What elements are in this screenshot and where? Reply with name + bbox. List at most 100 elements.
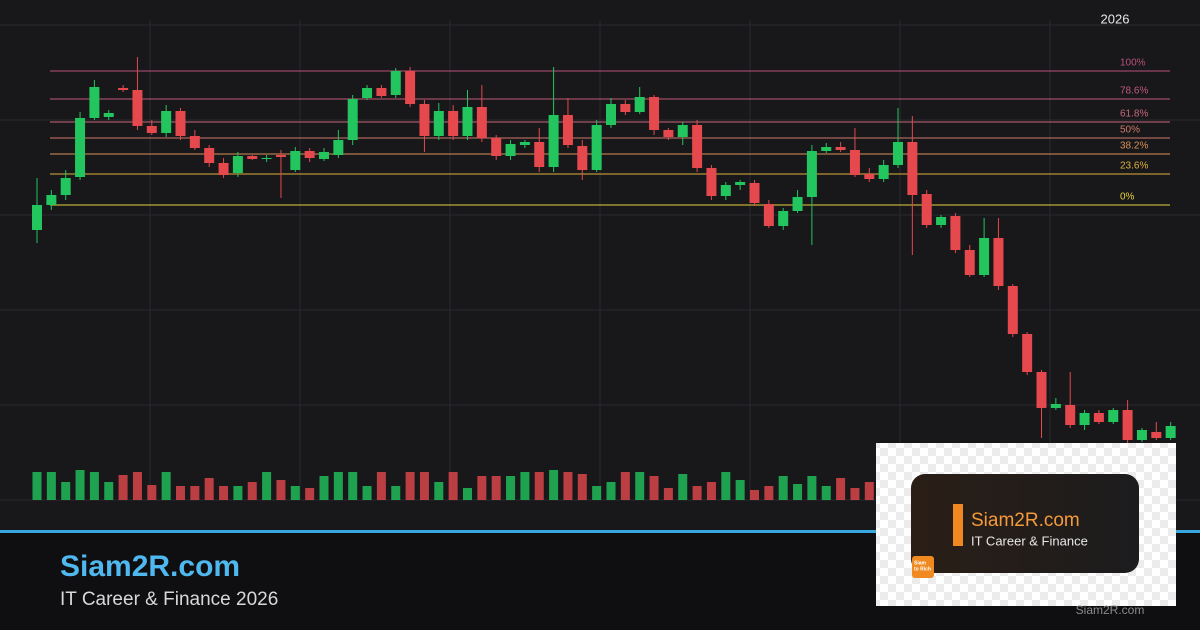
candle-body	[964, 250, 975, 275]
candle-body	[1108, 410, 1119, 422]
brand-site: Siam2R.com	[60, 550, 240, 583]
volume-bar	[32, 472, 42, 500]
candle-body	[1007, 286, 1018, 334]
candle-body	[778, 211, 789, 226]
volume-bar	[290, 486, 300, 500]
volume-bar	[721, 472, 731, 500]
volume-bar	[319, 476, 329, 500]
card-site: Siam2R.com	[971, 510, 1080, 531]
candle-body	[878, 165, 889, 179]
volume-bar	[706, 482, 716, 500]
fib-label: 38.2%	[1120, 141, 1148, 152]
candle-body	[706, 168, 717, 196]
candle-body	[304, 151, 315, 158]
volume-bar	[807, 476, 817, 500]
candle-body	[907, 142, 918, 195]
candle-body	[1065, 405, 1076, 425]
candle-body	[1036, 372, 1047, 408]
candle-body	[519, 142, 530, 145]
volume-bar	[204, 478, 214, 500]
brand-card: Siam2R.com IT Career & Finance Siam to R…	[876, 443, 1176, 606]
volume-bar	[262, 472, 272, 500]
volume-bar	[276, 480, 286, 500]
candle-body	[75, 118, 86, 177]
volume-bar	[405, 472, 415, 500]
card-logo	[912, 556, 934, 578]
fib-label: 50%	[1120, 125, 1140, 136]
candle-body	[620, 104, 631, 112]
candle-body	[1165, 426, 1176, 438]
candle-body	[835, 147, 846, 150]
volume-bar	[778, 476, 788, 500]
card-logo-text: Siam	[914, 560, 927, 566]
candle-body	[849, 150, 860, 175]
candle-body	[1022, 334, 1033, 372]
candle-body	[261, 158, 272, 159]
volume-bar	[735, 480, 745, 500]
candle-body	[333, 140, 344, 155]
candle-body	[89, 87, 100, 118]
candle-body	[204, 148, 215, 163]
candle-body	[376, 88, 387, 96]
candle-body	[491, 138, 502, 156]
volume-bar	[75, 470, 85, 500]
volume-bar	[635, 472, 645, 500]
candle-body	[476, 107, 487, 138]
volume-bar	[606, 482, 616, 500]
volume-bar	[132, 472, 142, 500]
fib-label: 100%	[1120, 58, 1146, 69]
candle-body	[218, 163, 229, 175]
volume-bar	[750, 490, 759, 500]
volume-bar	[520, 472, 530, 500]
candle-body	[763, 204, 774, 226]
volume-bar	[491, 476, 501, 500]
volume-bar	[620, 472, 630, 500]
candle-body	[864, 174, 875, 179]
candle-body	[534, 142, 545, 167]
candle-body	[60, 178, 71, 195]
candle-body	[893, 142, 903, 165]
candle-body	[806, 151, 817, 197]
candle-body	[448, 111, 459, 136]
volume-bar	[663, 488, 673, 500]
fib-label: 23.6%	[1120, 161, 1148, 172]
volume-bar	[118, 475, 128, 500]
volume-bar	[419, 472, 429, 500]
candle-body	[649, 97, 660, 130]
fib-label: 61.8%	[1120, 109, 1148, 120]
volume-bar	[305, 488, 315, 500]
card-accent	[953, 504, 963, 546]
volume-bar	[649, 476, 659, 500]
accent-line	[0, 530, 1200, 533]
volume-bar	[836, 478, 846, 500]
candle-body	[319, 152, 329, 159]
candle-body	[46, 195, 57, 205]
volume-bar	[448, 472, 458, 500]
candle-body	[692, 125, 703, 168]
candle-body	[950, 216, 961, 250]
candle-body	[505, 144, 516, 156]
candle-body	[405, 71, 416, 104]
candle-body	[1151, 432, 1162, 438]
volume-bar	[348, 472, 358, 500]
candle-body	[118, 88, 129, 90]
candle-body	[735, 182, 746, 185]
volume-bar	[61, 482, 71, 500]
volume-bar	[692, 486, 702, 500]
candle-body	[103, 113, 114, 117]
volume-bar	[821, 486, 831, 500]
volume-bar	[463, 488, 472, 500]
volume-bar	[793, 484, 803, 500]
year-label: 2026	[1101, 11, 1130, 26]
volume-bar	[678, 474, 688, 500]
candle-body	[749, 183, 760, 203]
candle-body	[462, 107, 473, 136]
candle-body	[979, 238, 990, 275]
candle-body	[347, 99, 358, 140]
volume-bar	[864, 482, 874, 500]
volume-bar	[46, 472, 56, 500]
candle-body	[606, 104, 616, 125]
candle-body	[634, 97, 645, 112]
fib-label: 0%	[1120, 192, 1135, 203]
